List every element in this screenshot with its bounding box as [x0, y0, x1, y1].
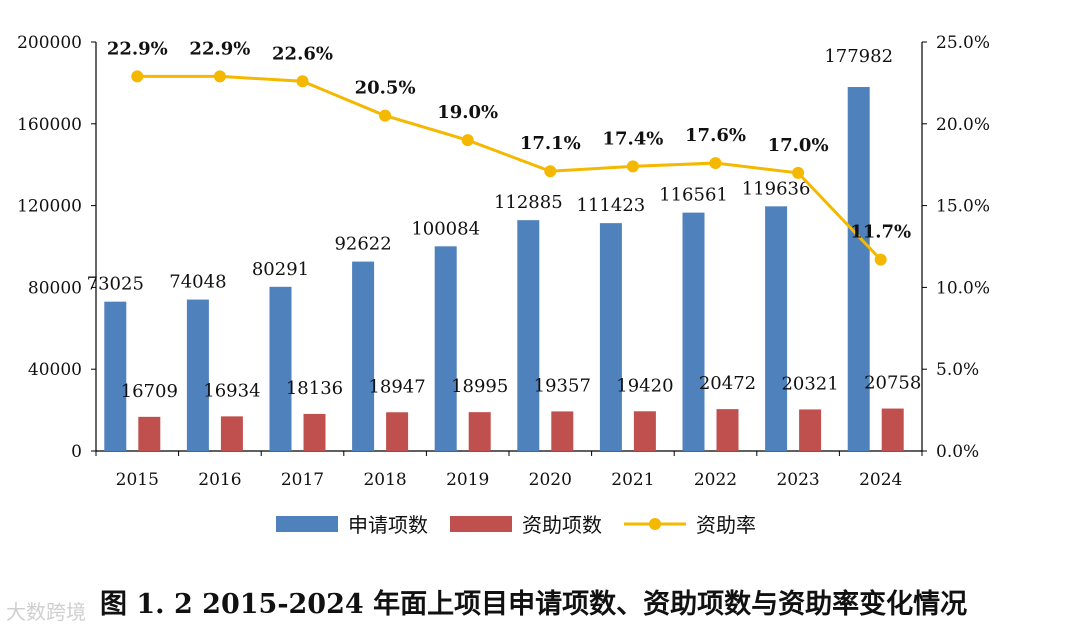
- right-axis-tick-label: 5.0%: [936, 360, 979, 380]
- left-axis-tick-label: 0: [71, 442, 82, 462]
- funded-value-label: 19420: [616, 375, 673, 396]
- x-axis-tick-label: 2019: [446, 470, 489, 490]
- funded-value-label: 16934: [203, 380, 260, 401]
- funded-bar: [468, 412, 491, 451]
- x-axis-tick-label: 2015: [116, 470, 159, 490]
- application-value-label: 74048: [169, 272, 226, 293]
- left-axis-tick-label: 40000: [28, 360, 82, 380]
- legend-label-rate: 资助率: [696, 513, 756, 537]
- funded-bar: [386, 412, 409, 451]
- funding-rate-label: 17.6%: [685, 125, 746, 146]
- x-axis-tick-label: 2021: [611, 470, 654, 490]
- application-bar: [269, 286, 292, 451]
- funded-bar: [551, 411, 574, 451]
- application-value-label: 119636: [742, 178, 811, 199]
- funding-rate-point: [544, 165, 557, 178]
- funding-rate-point: [296, 75, 309, 88]
- application-value-label: 112885: [494, 192, 563, 213]
- funding-rate-label: 20.5%: [355, 78, 416, 99]
- application-bar: [517, 220, 540, 451]
- legend-swatch-application: [276, 516, 338, 532]
- funding-rate-label: 17.1%: [520, 133, 581, 154]
- left-axis-tick-label: 200000: [17, 33, 82, 53]
- x-axis-tick-label: 2023: [776, 470, 819, 490]
- application-bar: [352, 261, 375, 451]
- funded-bar: [799, 409, 822, 451]
- funded-bar: [716, 409, 739, 451]
- x-axis-tick-label: 2024: [859, 470, 902, 490]
- application-bar: [847, 87, 870, 452]
- funded-value-label: 19357: [534, 375, 591, 396]
- funding-rate-label: 22.9%: [189, 38, 250, 59]
- funding-rate-point: [213, 70, 226, 83]
- application-bar: [599, 223, 622, 451]
- funded-value-label: 18136: [286, 378, 343, 399]
- funded-value-label: 18995: [451, 376, 508, 397]
- legend-label-funded: 资助项数: [522, 513, 602, 537]
- right-axis-tick-label: 15.0%: [936, 197, 990, 217]
- x-axis-tick-label: 2017: [281, 470, 324, 490]
- funded-bar: [220, 416, 243, 451]
- x-axis-tick-label: 2016: [198, 470, 241, 490]
- funding-rate-point: [874, 253, 887, 266]
- chart: 0 40000 80000 120000 160000 200000 0.0% 5.0% 10.…: [17, 33, 990, 537]
- figure-caption: 图 1. 2 2015-2024 年面上项目申请项数、资助项数与资助率变化情况: [100, 589, 968, 620]
- funded-value-label: 20758: [864, 373, 921, 394]
- application-bar: [186, 299, 209, 451]
- funded-value-label: 18947: [368, 376, 425, 397]
- funding-rate-label: 22.6%: [272, 43, 333, 64]
- funded-bar: [303, 413, 326, 451]
- funding-rate-label: 17.4%: [602, 128, 663, 149]
- application-bar: [682, 212, 705, 451]
- application-value-label: 100084: [411, 218, 480, 239]
- application-value-label: 73025: [87, 274, 144, 295]
- funding-rate-label: 19.0%: [437, 102, 498, 123]
- right-axis-tick-label: 10.0%: [936, 278, 990, 298]
- funding-rate-point: [131, 70, 144, 83]
- funding-rate-point: [461, 134, 474, 147]
- funding-rate-point: [379, 109, 392, 122]
- funding-rate-label: 22.9%: [107, 38, 168, 59]
- right-axis-tick-label: 20.0%: [936, 115, 990, 135]
- left-axis-tick-label: 120000: [17, 197, 82, 217]
- left-axis-tick-label: 160000: [17, 115, 82, 135]
- funding-rate-point: [792, 166, 805, 179]
- funded-bar: [881, 408, 904, 451]
- watermark: 大数跨境: [6, 600, 86, 624]
- application-value-label: 111423: [577, 195, 646, 216]
- funded-bar: [633, 411, 656, 451]
- right-axis-tick-label: 25.0%: [936, 33, 990, 53]
- right-axis-tick-label: 0.0%: [936, 442, 979, 462]
- legend-swatch-funded: [450, 516, 512, 532]
- application-bar: [765, 206, 788, 451]
- funding-rate-label: 11.7%: [850, 222, 911, 243]
- funding-rate-point: [709, 157, 722, 170]
- legend-swatch-rate-marker: [649, 518, 661, 530]
- funded-value-label: 16709: [121, 381, 178, 402]
- funding-rate-point: [626, 160, 639, 173]
- funded-value-label: 20472: [699, 373, 756, 394]
- application-value-label: 116561: [659, 185, 728, 206]
- x-axis-tick-label: 2018: [363, 470, 406, 490]
- application-bar: [104, 301, 127, 451]
- left-axis-tick-label: 80000: [28, 278, 82, 298]
- legend-label-application: 申请项数: [348, 513, 428, 537]
- application-value-label: 92622: [334, 234, 391, 255]
- funded-value-label: 20321: [781, 373, 838, 394]
- application-value-label: 177982: [824, 46, 893, 67]
- funded-bar: [138, 416, 161, 451]
- funding-rate-line: [137, 74, 882, 261]
- application-value-label: 80291: [252, 259, 309, 280]
- x-axis-tick-label: 2020: [529, 470, 572, 490]
- x-axis-tick-label: 2022: [694, 470, 737, 490]
- funding-rate-label: 17.0%: [768, 135, 829, 156]
- application-bar: [434, 246, 457, 451]
